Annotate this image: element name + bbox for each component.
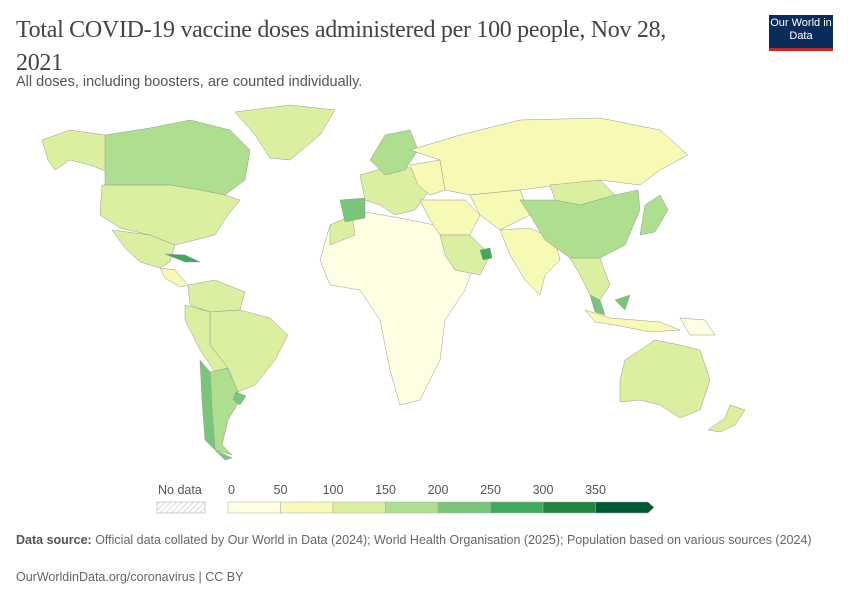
legend-tick: 100 [323,483,344,497]
map-region-malaysia[interactable] [589,294,631,316]
legend-tick: 250 [480,483,501,497]
map-region-india[interactable] [499,227,561,296]
world-map[interactable] [0,100,760,470]
legend-bin-350+[interactable] [595,501,655,514]
legend-bin-200-250[interactable] [437,501,491,514]
map-region-uae[interactable] [479,247,493,261]
map-region-australia[interactable] [619,339,711,419]
legend-tick: 200 [428,483,449,497]
map-region-cuba[interactable] [164,253,201,263]
map-region-chile[interactable] [199,359,233,461]
map-region-arabia[interactable] [439,234,491,276]
legend-bin-100-150[interactable] [332,501,386,514]
legend: No data 0 50 100 150 200 250 300 350 [156,483,655,514]
footer-source: Data source: Official data collated by O… [16,533,812,547]
map-region-china[interactable] [519,189,641,259]
map-region-mexico[interactable] [111,229,176,269]
no-data-label: No data [158,483,202,497]
chart-title: Total COVID-19 vaccine doses administere… [16,17,666,76]
map-region-russia[interactable] [409,117,689,196]
map-region-southeast-asia[interactable] [569,257,611,301]
map-region-canada[interactable] [104,119,251,196]
map-region-iberia[interactable] [339,197,366,223]
legend-tick: 150 [375,483,396,497]
legend-tick: 0 [228,483,235,497]
map-region-indonesia[interactable] [584,309,681,333]
map-region-africa[interactable] [319,211,476,406]
map-region-japan[interactable] [639,194,669,236]
map-region-north-south-america[interactable] [187,279,246,313]
no-data-swatch [156,501,206,514]
legend-tick: 50 [274,483,288,497]
chart-subtitle: All doses, including boosters, are count… [16,74,363,90]
map-region-central-america[interactable] [159,267,189,288]
legend-bin-50-100[interactable] [280,501,334,514]
legend-bin-300-350[interactable] [542,501,596,514]
map-region-central-asia[interactable] [469,189,531,231]
legend-bin-150-200[interactable] [385,501,439,514]
map-region-new-zealand[interactable] [707,404,746,433]
map-region-usa[interactable] [99,184,241,246]
map-region-papua[interactable] [679,317,716,336]
legend-tick: 300 [533,483,554,497]
legend-tick: 350 [585,483,606,497]
map-region-alaska[interactable] [41,129,109,173]
owid-logo[interactable]: Our World in Data [769,15,833,51]
legend-bin-250-300[interactable] [490,501,544,514]
map-region-eastern-europe[interactable] [409,159,446,196]
map-region-uruguay[interactable] [232,391,247,406]
legend-bin-0-50[interactable] [227,501,281,514]
footer-link[interactable]: OurWorldinData.org/coronavirus | CC BY [16,570,244,584]
map-region-greenland[interactable] [234,104,336,161]
